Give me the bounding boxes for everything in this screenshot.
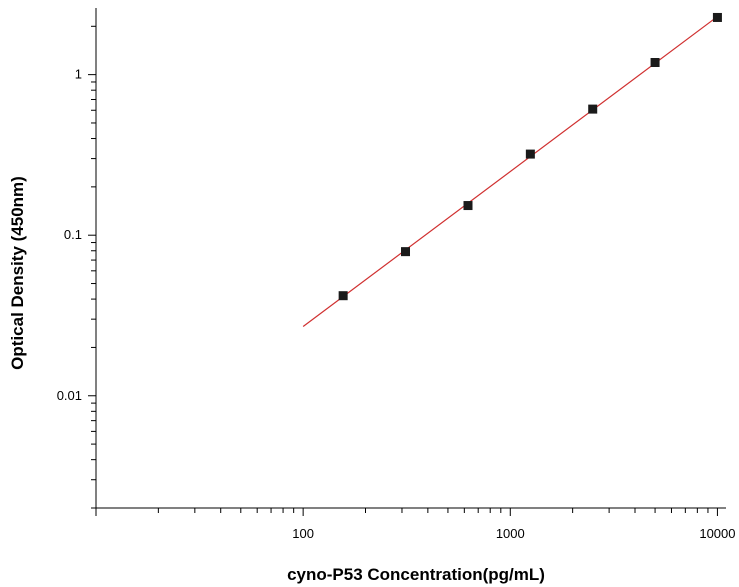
x-tick-label: 100	[292, 526, 314, 541]
data-point	[712, 12, 722, 22]
y-axis-tick-labels: 0.01 0.1 1	[57, 67, 82, 403]
y-tick-label: 0.1	[64, 227, 82, 242]
y-axis-title: Optical Density (450nm)	[8, 176, 27, 370]
data-point	[463, 201, 473, 211]
data-point	[650, 58, 660, 68]
x-axis-tick-labels: 100 1000 10000	[292, 526, 735, 541]
data-point	[338, 291, 348, 301]
x-tick-label: 1000	[496, 526, 525, 541]
y-tick-label: 1	[75, 67, 82, 82]
x-axis-ticks	[95, 508, 718, 516]
data-point	[401, 247, 411, 257]
axes	[95, 8, 726, 509]
y-tick-label: 0.01	[57, 388, 82, 403]
y-axis-ticks	[88, 25, 96, 509]
x-axis-title: cyno-P53 Concentration(pg/mL)	[287, 565, 545, 584]
data-point	[525, 149, 535, 159]
x-tick-label: 10000	[699, 526, 735, 541]
data-point	[588, 104, 598, 114]
data-points	[338, 12, 722, 301]
fit-line	[302, 16, 718, 327]
